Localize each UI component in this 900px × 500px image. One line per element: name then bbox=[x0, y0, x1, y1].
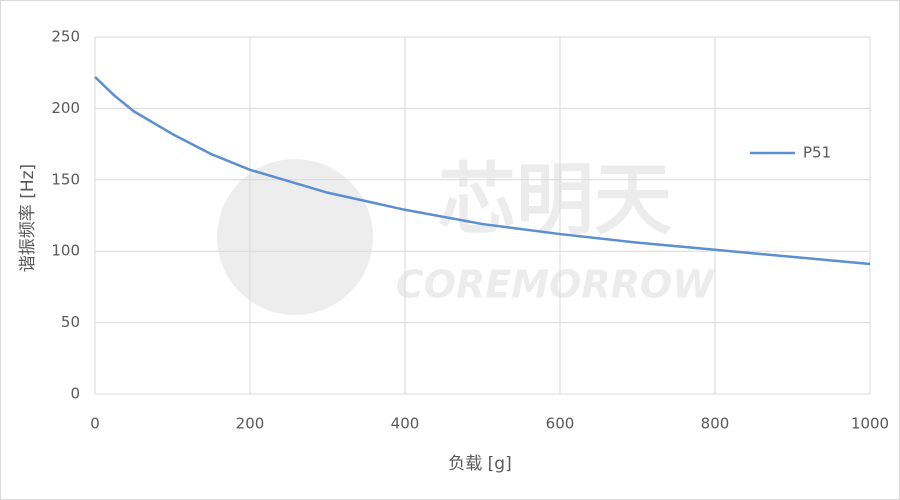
watermark-group: 芯明天 COREMORROW bbox=[217, 155, 716, 315]
x-tick-label: 200 bbox=[236, 415, 265, 433]
x-tick-label: 1000 bbox=[851, 415, 889, 433]
y-tick-label: 0 bbox=[70, 385, 80, 403]
x-tick-label: 400 bbox=[391, 415, 420, 433]
x-tick-label: 0 bbox=[90, 415, 100, 433]
legend-label: P51 bbox=[803, 144, 831, 162]
y-tick-label: 50 bbox=[61, 313, 80, 331]
y-tick-label: 200 bbox=[51, 99, 80, 117]
watermark-logo bbox=[217, 159, 373, 315]
y-tick-label: 100 bbox=[51, 242, 80, 260]
watermark-sub: COREMORROW bbox=[396, 263, 716, 307]
watermark: 芯明天 bbox=[438, 155, 672, 245]
line bbox=[94, 76, 871, 266]
x-tick-label: 800 bbox=[701, 415, 730, 433]
x-axis-title: 负载 [g] bbox=[448, 454, 511, 474]
y-axis-title: 谐振频率 [Hz] bbox=[18, 164, 38, 272]
y-tick-label: 250 bbox=[51, 28, 80, 46]
x-tick-label: 600 bbox=[546, 415, 575, 433]
y-tick-label: 150 bbox=[51, 170, 80, 188]
